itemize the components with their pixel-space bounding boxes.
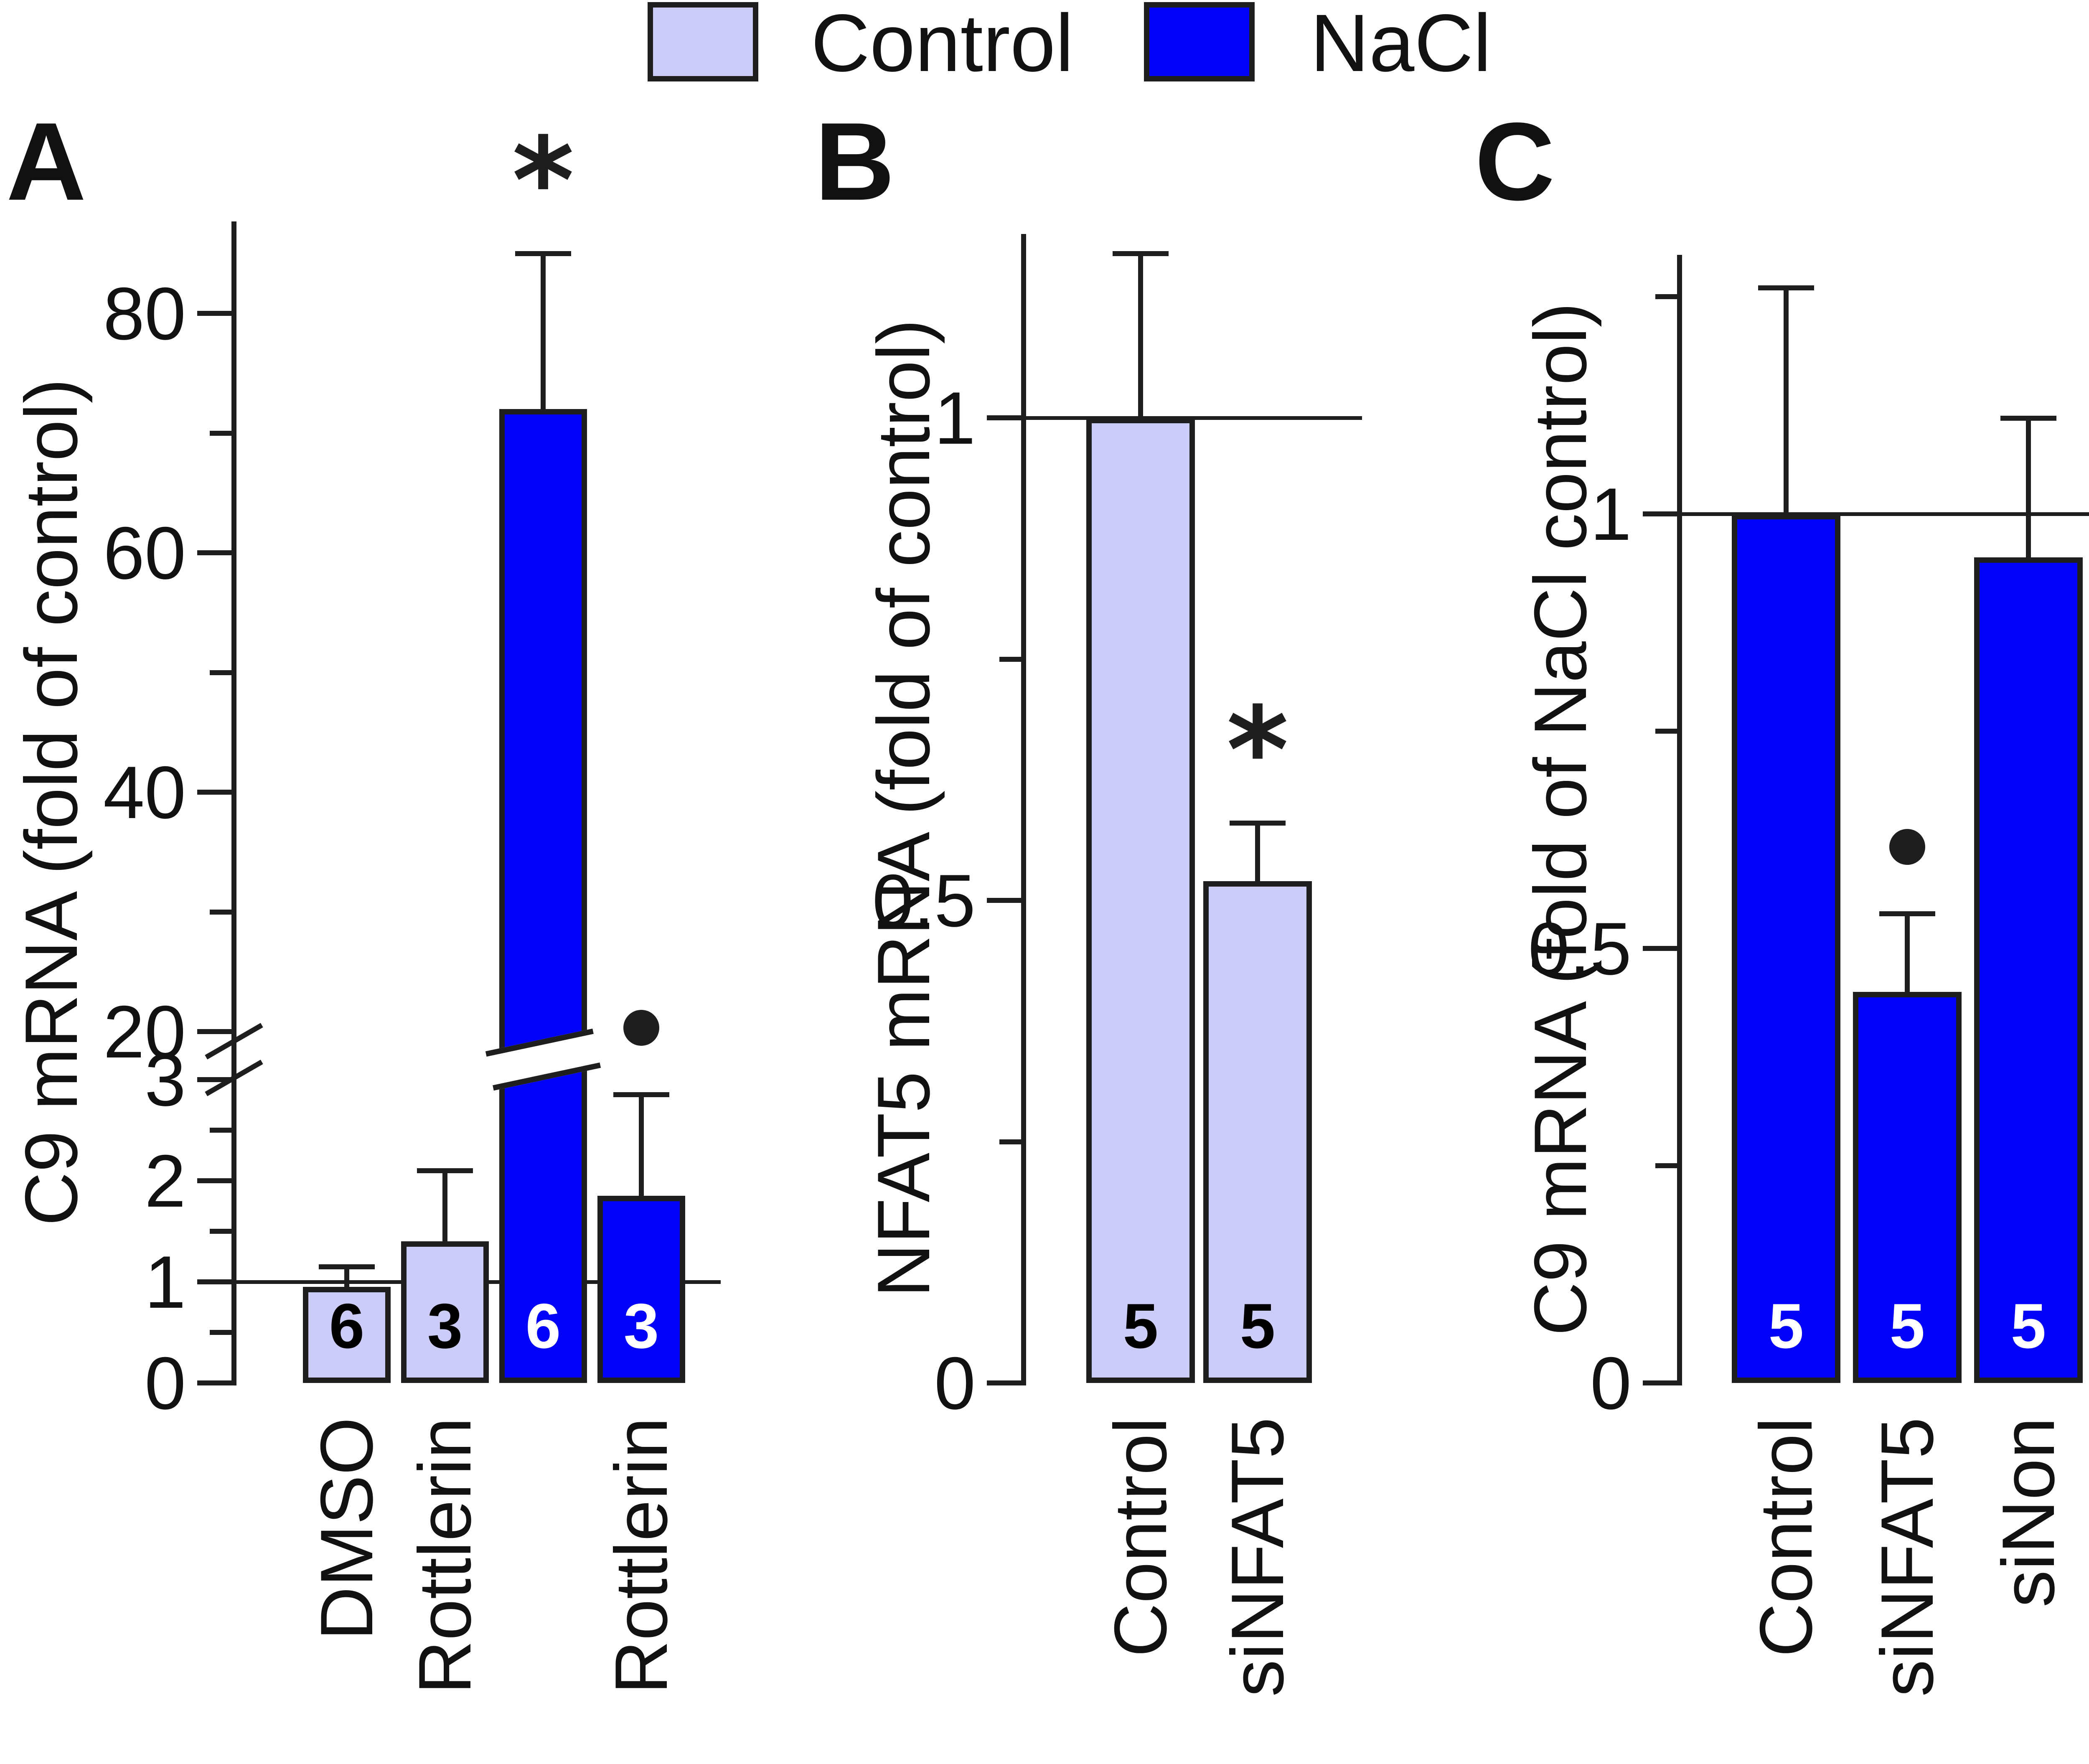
bar-n-label: 5 (2010, 1290, 2046, 1362)
error-bar-cap (515, 251, 571, 256)
y-axis-major-tick (1643, 511, 1677, 516)
panel-b-y-axis-line (1021, 234, 1026, 1385)
error-bar-cap (319, 1264, 375, 1269)
y-axis-major-tick (197, 311, 231, 316)
y-axis-minor-tick (210, 670, 231, 675)
panel-a-letter: A (6, 100, 86, 224)
panel-c-letter: C (1475, 100, 1555, 224)
y-axis-minor-tick (210, 1128, 231, 1133)
y-axis-major-tick (987, 1380, 1021, 1385)
legend-swatch-control (648, 2, 758, 81)
y-axis-tick-label: 0 (1590, 1341, 1632, 1425)
error-bar-line (1138, 254, 1143, 418)
error-bar-line (639, 1095, 644, 1196)
y-axis-major-tick (197, 550, 231, 555)
error-bar-cap (1230, 821, 1286, 826)
bar-n-label: 3 (623, 1290, 659, 1362)
panel-c-y-axis-line (1677, 255, 1682, 1385)
y-axis-tick-label: 1 (934, 376, 976, 460)
error-bar-line (2026, 418, 2031, 557)
legend-label-nacl: NaCl (1310, 0, 1492, 89)
panel-b-letter: B (815, 100, 895, 224)
legend-swatch-nacl (1144, 2, 1255, 81)
panel-a-y-axis-line (231, 221, 236, 1385)
y-axis-tick-label: 3 (145, 1038, 186, 1121)
reference-line (1682, 512, 2089, 516)
bar-c-sinon (1974, 557, 2083, 1383)
error-bar-cap (1879, 911, 1935, 916)
error-bar-line (1255, 823, 1260, 881)
error-bar-line (1905, 914, 1910, 992)
y-axis-tick-label: 0.5 (1528, 907, 1632, 990)
bar-n-label: 5 (1240, 1290, 1276, 1362)
y-axis-major-tick (197, 1380, 231, 1385)
x-category-label-control: Control (1744, 1417, 1827, 1657)
bar-n-label: 5 (1768, 1290, 1804, 1362)
y-axis-minor-tick (210, 1330, 231, 1335)
y-axis-minor-tick (1655, 1163, 1677, 1168)
y-axis-tick-label: 60 (103, 511, 186, 595)
error-bar-line (1784, 288, 1789, 514)
significance-dot (623, 1010, 659, 1046)
y-axis-tick-label: 2 (145, 1139, 186, 1223)
bar-c-control (1732, 514, 1840, 1383)
significance-asterisk: * (1226, 681, 1289, 820)
bar-a-rottlerin (401, 1241, 489, 1383)
y-axis-major-tick (1643, 1380, 1677, 1385)
y-axis-tick-label: 40 (103, 750, 186, 834)
y-axis-minor-tick (210, 1229, 231, 1234)
error-bar-cap (613, 1092, 669, 1097)
y-axis-minor-tick (210, 431, 231, 436)
error-bar-cap (2000, 416, 2056, 421)
y-axis-tick-label: 1 (1590, 472, 1632, 556)
y-axis-minor-tick (999, 657, 1021, 662)
bar-a-rottlerin (597, 1196, 685, 1383)
y-axis-tick-label: 0.5 (872, 859, 976, 942)
significance-asterisk: * (512, 112, 574, 251)
y-axis-tick-label: 80 (103, 272, 186, 355)
bar-b-sinfat5 (1203, 881, 1312, 1383)
y-axis-tick-label: 20 (103, 990, 186, 1073)
y-axis-major-tick (197, 1029, 231, 1034)
bar-a-nacl (499, 409, 587, 1383)
y-axis-minor-tick (1655, 729, 1677, 734)
error-bar-line (442, 1171, 447, 1241)
bar-a-dmso (303, 1287, 391, 1383)
error-bar-cap (1113, 251, 1169, 256)
y-axis-tick-label: 1 (145, 1240, 186, 1324)
y-axis-major-tick (197, 1279, 231, 1284)
error-bar-cap (1758, 285, 1814, 290)
y-axis-tick-label: 0 (145, 1341, 186, 1425)
y-axis-major-tick (987, 898, 1021, 903)
y-axis-tick-label: 0 (934, 1341, 976, 1425)
bar-n-label: 6 (525, 1290, 561, 1362)
x-category-label-sinon: siNon (1987, 1417, 2070, 1608)
error-bar-cap (417, 1168, 473, 1173)
significance-dot (1889, 829, 1925, 865)
y-axis-major-tick (987, 415, 1021, 420)
error-bar-line (344, 1267, 349, 1287)
error-bar-line (541, 254, 546, 409)
bar-b-control (1086, 418, 1195, 1383)
y-axis-major-tick (197, 790, 231, 795)
bar-c-sinfat5 (1853, 992, 1962, 1383)
bar-n-label: 5 (1889, 1290, 1925, 1362)
y-axis-minor-tick (999, 1139, 1021, 1144)
y-axis-major-tick (197, 1178, 231, 1183)
bar-n-label: 6 (329, 1290, 365, 1362)
y-axis-major-tick (1643, 946, 1677, 951)
bar-n-label: 3 (427, 1290, 463, 1362)
y-axis-minor-tick (1655, 294, 1677, 299)
legend-label-control: Control (811, 0, 1074, 89)
bar-n-label: 5 (1123, 1290, 1159, 1362)
y-axis-minor-tick (210, 910, 231, 915)
x-category-label-sinfat5: siNFAT5 (1865, 1417, 1949, 1697)
